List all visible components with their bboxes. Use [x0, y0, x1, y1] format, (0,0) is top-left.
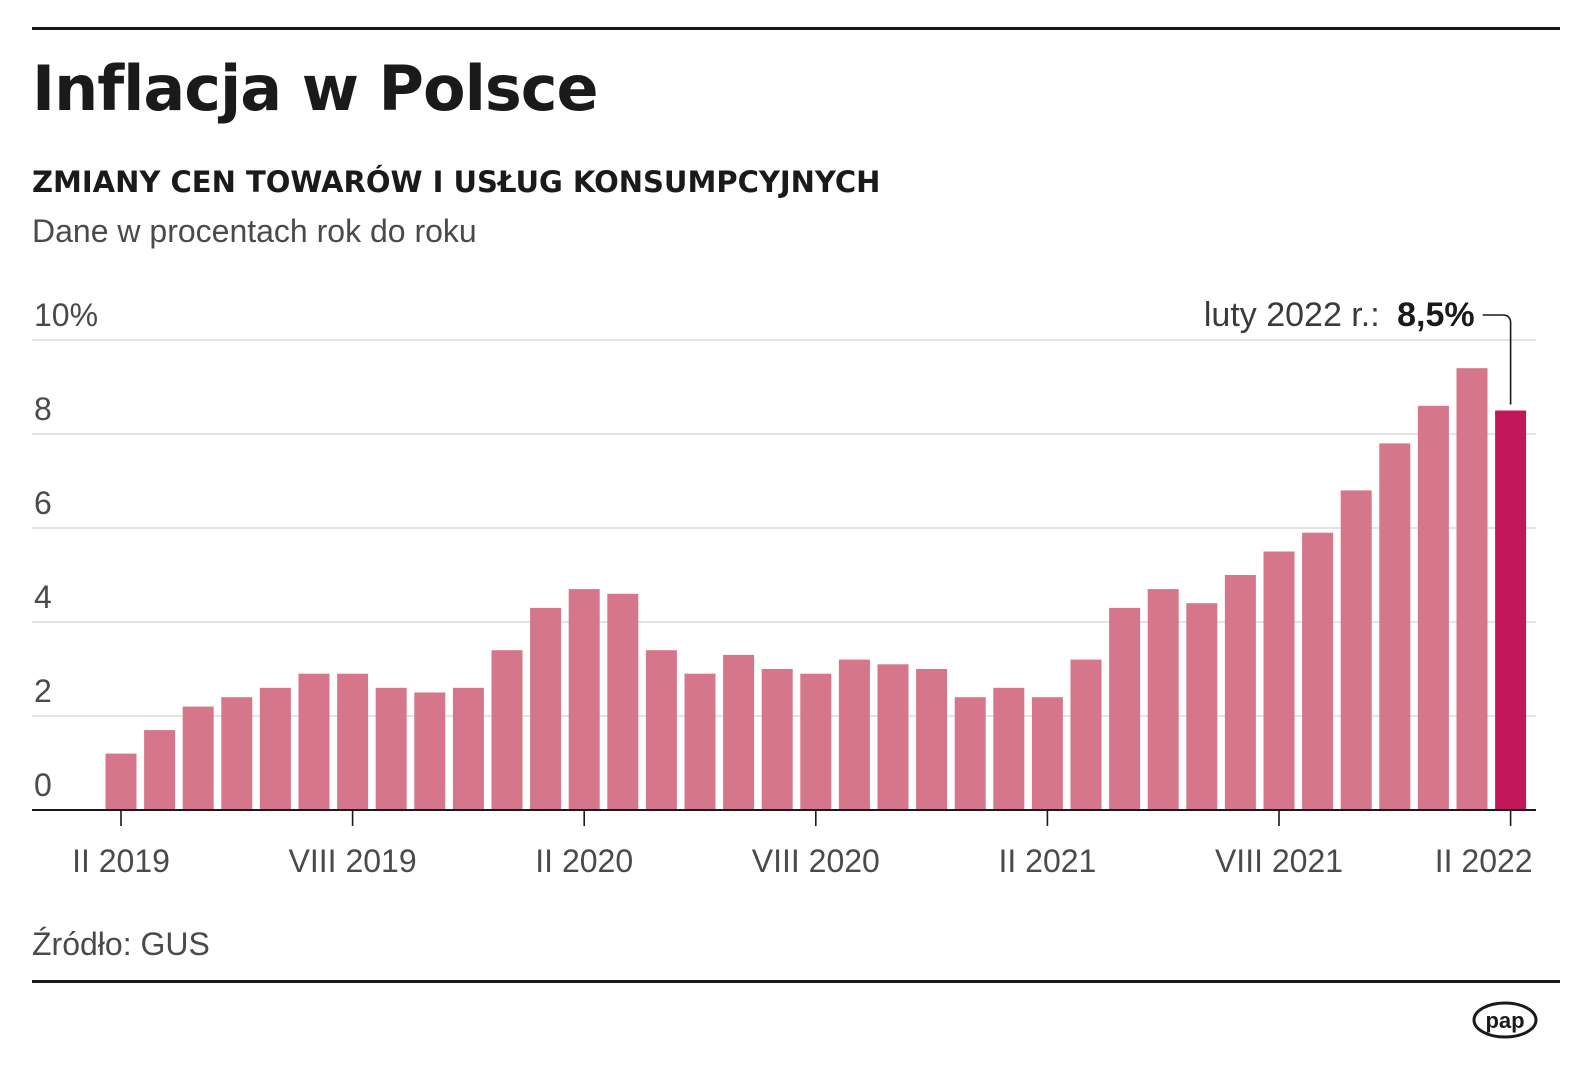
pap-logo-text: pap [1485, 1008, 1524, 1033]
inflation-bar-chart: 0 2 4 6 8 10% II 2019 VIII 2019 II 2020 VIII 202… [32, 296, 1536, 879]
bar-21 [916, 669, 948, 810]
x-axis-tick-labels: II 2019 VIII 2019 II 2020 VIII 2020 II 2021 V… [72, 810, 1533, 879]
bar-35 [1456, 368, 1488, 810]
bar-34 [1417, 405, 1449, 810]
bar-20 [877, 664, 909, 810]
x-tick-label-12: II 2020 [535, 843, 633, 879]
bar-14 [645, 650, 677, 810]
bar-15 [684, 673, 716, 810]
bar-12 [568, 589, 600, 810]
y-tick-label-6: 6 [34, 485, 52, 521]
y-tick-label-8: 8 [34, 391, 52, 427]
bar-9 [452, 687, 484, 810]
bar-7 [375, 687, 407, 810]
x-tick-label-24: II 2021 [998, 843, 1096, 879]
bar-27 [1147, 589, 1179, 810]
bar-32 [1340, 490, 1372, 810]
bar-23 [993, 687, 1025, 810]
annotation-value: 8,5% [1397, 296, 1475, 334]
bar-19 [838, 659, 870, 810]
annotation-leader-line [1482, 314, 1512, 405]
bar-4 [259, 687, 291, 810]
x-tick-label-36: II 2022 [1435, 843, 1533, 879]
bar-3 [221, 697, 253, 810]
bar-36 [1495, 410, 1527, 810]
bar-8 [414, 692, 446, 810]
bar-13 [607, 593, 639, 810]
top-rule [32, 27, 1560, 30]
bar-30 [1263, 551, 1295, 810]
bar-0 [105, 753, 137, 810]
x-tick-label-30: VIII 2021 [1215, 843, 1343, 879]
bottom-rule [32, 980, 1560, 983]
bar-17 [761, 669, 793, 810]
bar-31 [1302, 532, 1334, 810]
bar-10 [491, 650, 523, 810]
bar-2 [182, 706, 214, 810]
bar-33 [1379, 443, 1411, 810]
bar-16 [723, 654, 755, 810]
annotation-text: luty 2022 r.: 8,5% [1204, 296, 1475, 334]
x-tick-label-18: VIII 2020 [752, 843, 880, 879]
y-tick-label-0: 0 [34, 767, 52, 803]
y-tick-label-10: 10% [34, 297, 98, 333]
bars [105, 368, 1527, 810]
unit-note: Dane w procentach rok do roku [32, 213, 477, 249]
bar-26 [1109, 607, 1141, 810]
x-tick-label-6: VIII 2019 [289, 843, 417, 879]
source-note: Źródło: GUS [32, 926, 210, 962]
bar-1 [144, 730, 176, 810]
x-tick-label-0: II 2019 [72, 843, 170, 879]
bar-25 [1070, 659, 1102, 810]
bar-22 [954, 697, 986, 810]
bar-6 [337, 673, 369, 810]
bar-29 [1224, 575, 1256, 810]
bar-18 [800, 673, 832, 810]
highlight-annotation: luty 2022 r.: 8,5% [1204, 296, 1512, 405]
bar-24 [1031, 697, 1063, 810]
y-axis-tick-labels: 0 2 4 6 8 10% [34, 297, 98, 803]
y-tick-label-4: 4 [34, 579, 52, 615]
y-tick-label-2: 2 [34, 673, 52, 709]
bar-28 [1186, 603, 1218, 810]
pap-logo: pap [1472, 1001, 1538, 1039]
chart-title: Inflacja w Polsce [32, 52, 599, 125]
chart-subtitle: ZMIANY CEN TOWARÓW I USŁUG KONSUMPCYJNYC… [32, 165, 881, 199]
bar-5 [298, 673, 330, 810]
bar-11 [530, 607, 562, 810]
annotation-label: luty 2022 r.: [1204, 296, 1380, 334]
